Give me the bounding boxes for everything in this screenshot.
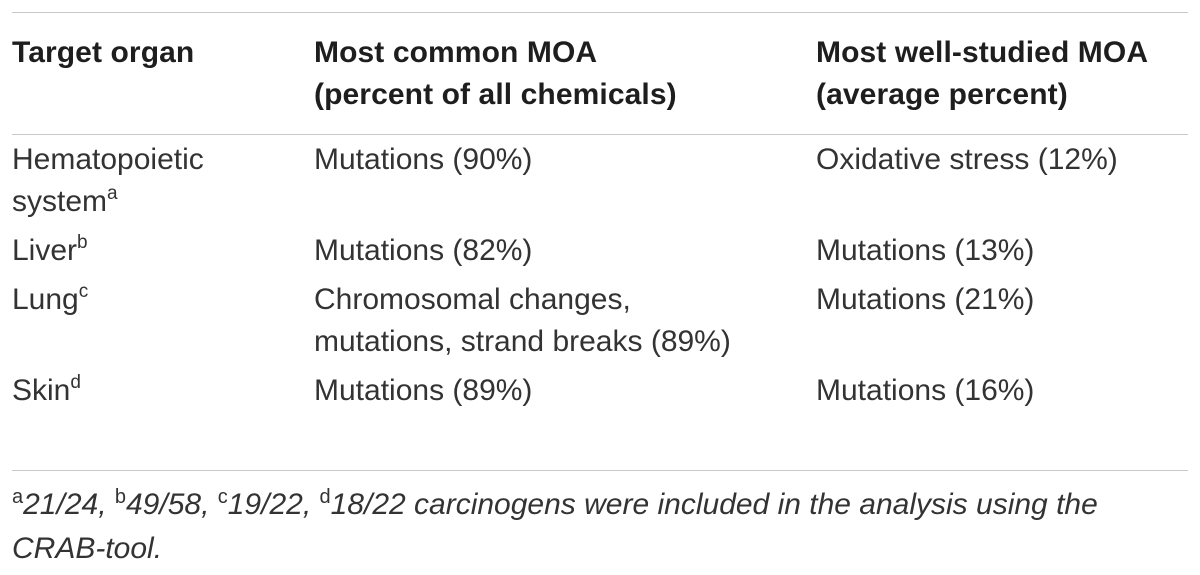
footnote-marker-d: d [319, 486, 331, 508]
organ-name: Liver [12, 234, 78, 267]
common-moa-text: Chromosomal changes, [314, 283, 631, 316]
header-most-studied-moa: Most well-studied MOA (average percent) [816, 12, 1188, 116]
footnote-text-a: 21/24, [23, 488, 115, 521]
studied-moa-text: Oxidative stress (12%) [816, 143, 1118, 176]
cell-common-moa: Mutations (89%) [314, 363, 816, 412]
organ-name: Skin [12, 374, 71, 407]
footnote-marker: d [70, 372, 81, 393]
footnote-marker: c [78, 281, 89, 302]
cell-organ: Skind [12, 363, 314, 412]
cell-common-moa: Chromosomal changes, mutations, strand b… [314, 272, 816, 363]
footnote-marker-b: b [114, 486, 126, 508]
footnote-text-b: 49/58, [126, 488, 218, 521]
organ-name-cont: system [12, 185, 108, 218]
cell-studied-moa: Oxidative stress (12%) [816, 116, 1188, 223]
common-moa-text: Mutations (82%) [314, 234, 533, 267]
cell-organ: Liverb [12, 223, 314, 272]
header-text: Most well-studied MOA [816, 36, 1149, 69]
cell-studied-moa: Mutations (21%) [816, 272, 1188, 363]
cell-studied-moa: Mutations (13%) [816, 223, 1188, 272]
header-subtext: (average percent) [816, 78, 1068, 111]
header-text: Target organ [12, 36, 195, 69]
footnote-marker: b [77, 232, 88, 253]
organ-name: Lung [12, 283, 79, 316]
common-moa-text: Mutations (90%) [314, 143, 533, 176]
cell-organ: Lungc [12, 272, 314, 363]
studied-moa-text: Mutations (21%) [816, 283, 1035, 316]
cell-common-moa: Mutations (90%) [314, 116, 816, 223]
common-moa-text: Mutations (89%) [314, 374, 533, 407]
table-header-row: Target organ Most common MOA (percent of… [12, 12, 1188, 116]
organ-name: Hematopoietic [12, 143, 204, 176]
cell-studied-moa: Mutations (16%) [816, 363, 1188, 412]
moa-table: Target organ Most common MOA (percent of… [12, 12, 1188, 412]
table-bottom-rule [12, 470, 1188, 471]
studied-moa-text: Mutations (16%) [816, 374, 1035, 407]
table-top-rule [12, 12, 1188, 13]
table-row: Skind Mutations (89%) Mutations (16%) [12, 363, 1188, 412]
header-subtext: (percent of all chemicals) [314, 78, 677, 111]
table-row: Liverb Mutations (82%) Mutations (13%) [12, 223, 1188, 272]
common-moa-text-cont: mutations, strand breaks (89%) [314, 325, 731, 358]
header-text: Most common MOA [314, 36, 598, 69]
table-row: Lungc Chromosomal changes, mutations, st… [12, 272, 1188, 363]
cell-organ: Hematopoietic systema [12, 116, 314, 223]
cell-common-moa: Mutations (82%) [314, 223, 816, 272]
footnote-marker: a [107, 183, 118, 204]
header-most-common-moa: Most common MOA (percent of all chemical… [314, 12, 816, 116]
footnote-marker-a: a [12, 486, 24, 508]
footnote-marker-c: c [217, 486, 228, 508]
table-footnote: a21/24, b49/58, c19/22, d18/22 carcinoge… [12, 483, 1188, 571]
table-row: Hematopoietic systema Mutations (90%) Ox… [12, 116, 1188, 223]
header-target-organ: Target organ [12, 12, 314, 116]
footnote-text-c: 19/22, [227, 488, 320, 521]
footnote-text-d: 18/22 carcinogens were included in the a… [12, 488, 1098, 565]
table-header-rule [12, 134, 1188, 135]
studied-moa-text: Mutations (13%) [816, 234, 1035, 267]
